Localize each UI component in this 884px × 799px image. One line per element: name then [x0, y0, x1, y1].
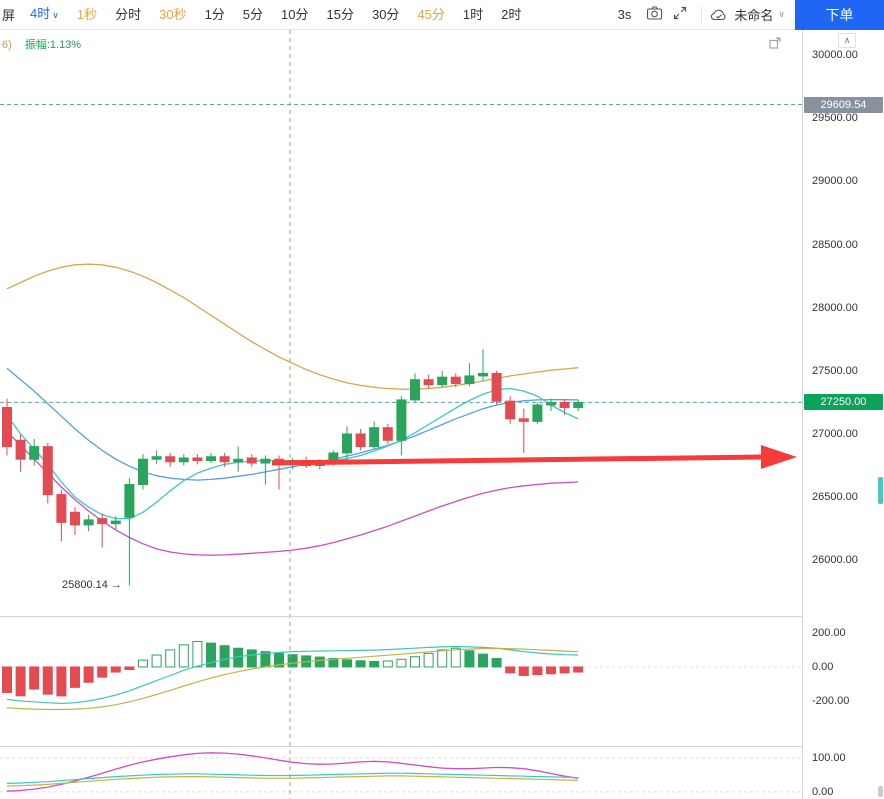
maximize-icon	[769, 37, 781, 49]
timeframe-list: 4时 ∨ 1秒 分时 30秒 1分 5分 10分 15分 30分 45分 1时 2时	[21, 0, 530, 30]
timeframe-button[interactable]: 分时	[115, 7, 142, 22]
macd-histogram	[2, 640, 584, 697]
timeframe-button[interactable]: 1秒	[76, 7, 98, 22]
timeframe-button[interactable]: 4时 ∨	[30, 6, 59, 21]
chart-canvas[interactable]	[0, 30, 802, 799]
price-axis[interactable]: 30000.00 29500.00 29000.00 28500.00 28000.00…	[802, 30, 884, 799]
indicator-lines	[6, 263, 579, 792]
chart-overlays	[271, 30, 797, 799]
axis-label: 26000.00	[812, 554, 858, 567]
last-price-badge: 27250.00	[804, 394, 883, 411]
amplitude-label: 振幅:1.13%	[24, 39, 82, 51]
price-level-badge: 29609.54	[804, 96, 883, 113]
top-toolbar: 屏 4时 ∨ 1秒 分时 30秒 1分 5分 10分 15分 30分 45分 1时 2时 3s	[0, 0, 884, 30]
pane-separator-2[interactable]	[0, 746, 884, 747]
chevron-down-icon: ∨	[778, 9, 785, 19]
indicator-partial-label: 6)	[2, 39, 12, 51]
timeframe-button[interactable]: 5分	[242, 7, 264, 22]
axis-label: 28000.00	[812, 301, 858, 314]
candles-layer	[2, 349, 584, 586]
toolbar-divider	[701, 6, 703, 23]
expand-icon	[672, 5, 688, 24]
axis-label: 30000.00	[812, 49, 858, 62]
place-order-button[interactable]: 下单	[795, 0, 884, 30]
timeframe-button[interactable]: 30秒	[159, 7, 187, 22]
indicator-overlay: 6) 振幅:1.13%	[2, 36, 81, 52]
layout-name-label: 未命名	[734, 8, 774, 23]
timeframe-button[interactable]: 1分	[204, 7, 225, 22]
axis-label: 28500.00	[812, 238, 858, 251]
axis-label: 27000.00	[812, 427, 858, 440]
axis-label: 27500.00	[812, 364, 858, 377]
chevron-up-icon: ∧	[843, 35, 851, 45]
timeframe-button[interactable]: 30分	[371, 7, 400, 22]
axis-label: -200.00	[812, 694, 850, 707]
axis-label: 200.00	[812, 626, 846, 639]
axis-label: 29000.00	[812, 175, 858, 188]
axis-label: 29500.00	[812, 112, 858, 125]
pane-separator-1[interactable]	[0, 616, 884, 617]
timeframe-button[interactable]: 1时	[462, 7, 484, 22]
low-price-annotation: 25800.14 →	[62, 579, 122, 591]
fullscreen-button[interactable]	[667, 2, 693, 28]
cloud-save-icon	[710, 7, 728, 23]
scrollbar-thumb-teal[interactable]	[878, 477, 883, 504]
layout-selector[interactable]: 未命名 ∨	[710, 5, 785, 24]
axis-label: 26500.00	[812, 491, 858, 504]
scrollbar-thumb-gray[interactable]	[878, 786, 883, 797]
screenshot-button[interactable]	[641, 2, 667, 28]
fullscreen-partial-label[interactable]: 屏	[2, 8, 16, 23]
camera-icon	[646, 5, 663, 24]
timeframe-button[interactable]: 45分	[417, 7, 445, 22]
timeframe-button[interactable]: 2时	[501, 7, 522, 22]
timeframe-button[interactable]: 15分	[326, 7, 354, 22]
chart-area[interactable]: 6) 振幅:1.13% 25800.14 →	[0, 30, 802, 799]
timeframe-button[interactable]: 10分	[281, 7, 309, 22]
axis-label: 0.00	[812, 660, 834, 673]
axis-label: 100.00	[812, 751, 846, 764]
toolbar-right: 3s	[608, 0, 884, 30]
candle-countdown: 3s	[617, 7, 632, 22]
axis-label: 0.00	[812, 785, 834, 798]
scroll-up-button[interactable]: ∧	[838, 33, 856, 48]
chevron-down-icon: ∨	[52, 10, 59, 20]
pane-maximize-button[interactable]	[768, 36, 782, 55]
